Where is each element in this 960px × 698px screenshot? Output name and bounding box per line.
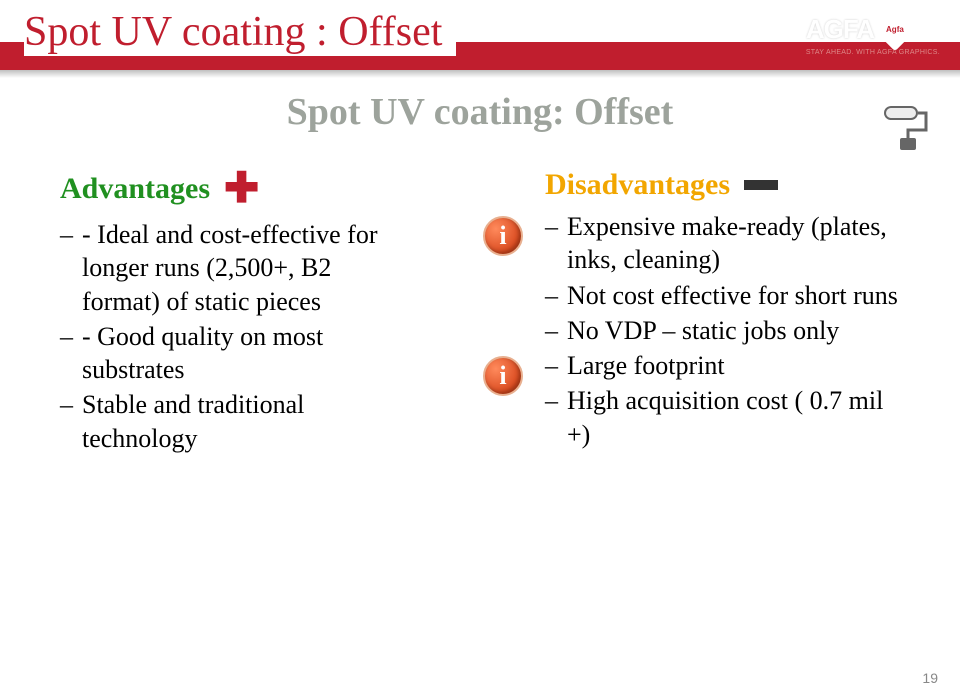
slide-title: Spot UV coating : Offset [24,8,456,56]
disadvantages-column: i i Disadvantages Expensive make-ready (… [455,168,900,457]
brand-logo: AGFA Agfa STAY AHEAD. WITH AGFA GRAPHICS… [806,14,940,56]
advantages-column: Advantages ✚ - Ideal and cost-effective … [60,168,455,457]
slide: Spot UV coating : Offset AGFA Agfa STAY … [0,0,960,698]
logo-rhombus-icon: Agfa [874,8,916,50]
list-item: High acquisition cost ( 0.7 mil +) [567,384,900,451]
page-number: 19 [922,670,938,686]
slide-subtitle: Spot UV coating: Offset [0,90,960,134]
list-item: No VDP – static jobs only [567,314,900,347]
info-icon: i [483,356,523,396]
advantages-heading: Advantages ✚ [60,168,415,210]
advantages-list: - Ideal and cost-effective for longer ru… [60,218,415,455]
list-item: Stable and traditional technology [82,388,415,455]
plus-icon: ✚ [224,168,259,210]
info-icon: i [483,216,523,256]
content-columns: Advantages ✚ - Ideal and cost-effective … [60,168,900,457]
logo-text: AGFA [806,14,874,45]
minus-icon [744,180,778,190]
list-item: - Ideal and cost-effective for longer ru… [82,218,415,318]
list-item: Not cost effective for short runs [567,279,900,312]
list-item: Expensive make-ready (plates, inks, clea… [567,210,900,277]
roller-icon [878,100,932,159]
logo-tagline: STAY AHEAD. WITH AGFA GRAPHICS. [806,49,940,56]
list-item: Large footprint [567,349,900,382]
disadvantages-heading: Disadvantages [545,168,900,202]
list-item: - Good quality on most substrates [82,320,415,387]
disadvantages-list: Expensive make-ready (plates, inks, clea… [545,210,900,451]
